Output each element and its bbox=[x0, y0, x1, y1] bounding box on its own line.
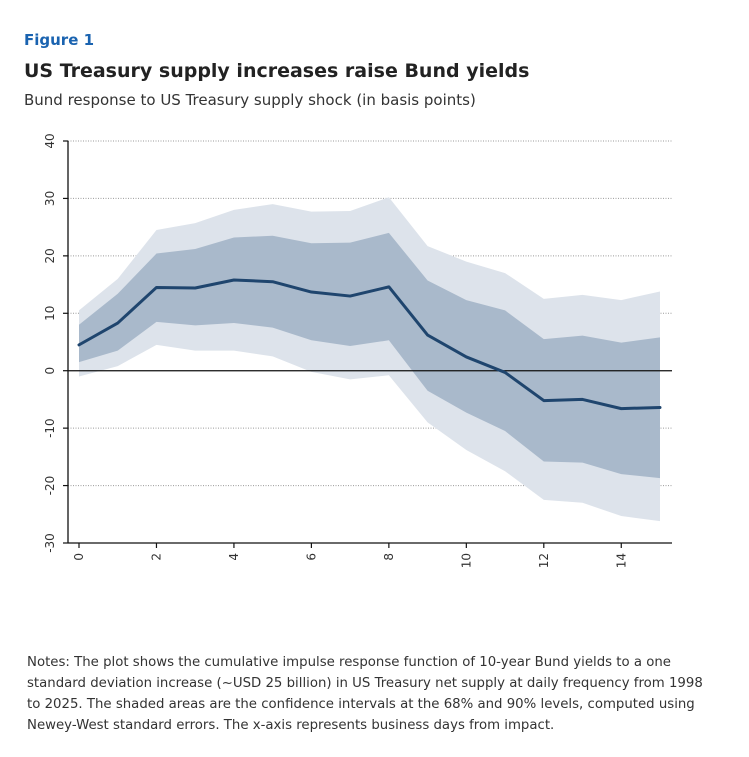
x-tick-label-12: 12 bbox=[537, 553, 551, 568]
figure-label: Figure 1 bbox=[24, 31, 95, 49]
chart-notes: Notes: The plot shows the cumulative imp… bbox=[27, 655, 703, 733]
x-tick-label-14: 14 bbox=[614, 553, 628, 568]
impulse-response-chart: -30 -20 -10 0 10 20 30 40 0 2 4 6 8 10 12 14 bbox=[43, 133, 672, 568]
chart-title: US Treasury supply increases raise Bund … bbox=[24, 60, 530, 82]
axes-layer: -30 -20 -10 0 10 20 30 40 0 2 4 6 8 10 12 14 bbox=[43, 133, 672, 568]
x-tick-label-10: 10 bbox=[459, 553, 473, 568]
confidence-band-68 bbox=[79, 232, 660, 479]
x-tick-label-0: 0 bbox=[72, 553, 86, 561]
response-line-0 bbox=[77, 278, 662, 411]
x-tick-label-4: 4 bbox=[227, 553, 241, 561]
y-tick-label-40: 40 bbox=[43, 133, 57, 148]
y-tick-label--30: -30 bbox=[43, 533, 57, 553]
x-tick-label-6: 6 bbox=[304, 553, 318, 561]
y-tick-label-20: 20 bbox=[43, 248, 57, 263]
x-tick-label-8: 8 bbox=[382, 553, 396, 561]
x-tick-label-2: 2 bbox=[149, 553, 163, 561]
y-tick-label--10: -10 bbox=[43, 418, 57, 438]
y-tick-label-30: 30 bbox=[43, 191, 57, 206]
response-line-layer bbox=[77, 278, 662, 411]
y-tick-label-10: 10 bbox=[43, 306, 57, 321]
confidence-bands bbox=[79, 197, 660, 522]
y-tick-label--20: -20 bbox=[43, 476, 57, 496]
chart-subtitle: Bund response to US Treasury supply shoc… bbox=[24, 91, 476, 109]
y-tick-label-0: 0 bbox=[43, 367, 57, 375]
